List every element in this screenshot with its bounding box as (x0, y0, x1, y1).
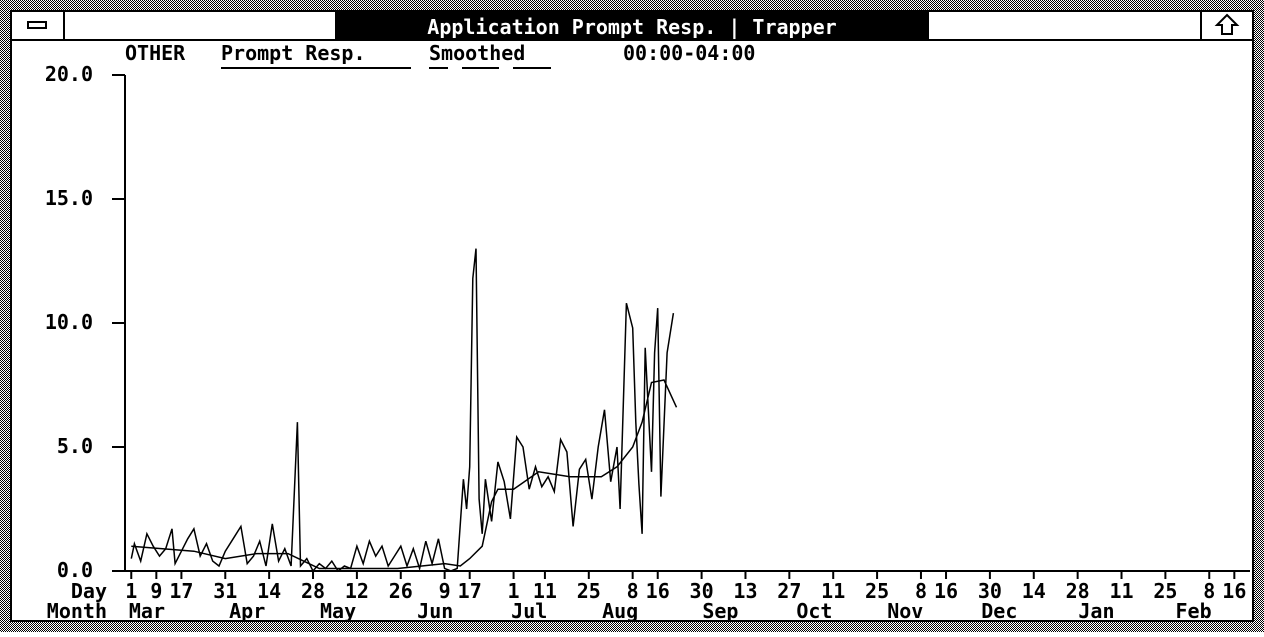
x-tick-label: 26 (389, 579, 413, 603)
x-tick-label: 16 (646, 579, 670, 603)
menu-icon (27, 21, 47, 29)
x-tick-label: 11 (821, 579, 845, 603)
x-tick-label: 25 (577, 579, 601, 603)
month-label: Mar (129, 599, 165, 623)
x-tick-label: 17 (169, 579, 193, 603)
x-tick-label: 16 (934, 579, 958, 603)
x-tick-label: 1 (125, 579, 137, 603)
chart-label: OTHER (125, 41, 186, 65)
legend-entry: Prompt Resp. (221, 41, 366, 65)
x-tick-label: 13 (733, 579, 757, 603)
x-tick-label: 12 (345, 579, 369, 603)
month-label: Aug (602, 599, 638, 623)
month-label: Sep (702, 599, 738, 623)
x-tick-label: 14 (1022, 579, 1046, 603)
x-tick-label: 30 (690, 579, 714, 603)
x-tick-label: 30 (978, 579, 1002, 603)
month-label: Jun (417, 599, 453, 623)
arrow-icon (1214, 13, 1240, 35)
title-highlight (335, 12, 929, 40)
x-tick-label: 9 (150, 579, 162, 603)
x-tick-label: 8 (627, 579, 639, 603)
series-line (131, 379, 678, 570)
month-label: Nov (887, 599, 923, 623)
x-tick-label: 11 (1109, 579, 1133, 603)
x-tick-label: 25 (865, 579, 889, 603)
time-range: 00:00-04:00 (623, 41, 755, 65)
x-tick-label: 1 (508, 579, 520, 603)
x-tick-label: 28 (1066, 579, 1090, 603)
month-label: Dec (981, 599, 1017, 623)
y-tick-label: 20.0 (45, 62, 93, 86)
month-label: Apr (229, 599, 265, 623)
maximize-button[interactable] (1200, 11, 1240, 40)
month-label: Jul (511, 599, 547, 623)
month-label: Oct (796, 599, 832, 623)
x-tick-label: 27 (777, 579, 801, 603)
system-menu-button[interactable] (27, 11, 65, 40)
x-tick-label: 16 (1222, 579, 1246, 603)
x-tick-label: 9 (439, 579, 451, 603)
y-tick-label: 15.0 (45, 186, 93, 210)
x-tick-label: 28 (301, 579, 325, 603)
month-label: May (320, 599, 356, 623)
x-tick-label: 8 (915, 579, 927, 603)
x-tick-label: 31 (213, 579, 237, 603)
series-line (130, 248, 675, 573)
x-tick-label: 17 (458, 579, 482, 603)
y-tick-label: 0.0 (57, 558, 93, 582)
x-tick-label: 25 (1153, 579, 1177, 603)
x-tick-label: 11 (533, 579, 557, 603)
x-row-label: Month (47, 599, 107, 623)
x-tick-label: 8 (1203, 579, 1215, 603)
x-row-label: Day (71, 579, 107, 603)
y-tick-label: 5.0 (57, 434, 93, 458)
y-tick-label: 10.0 (45, 310, 93, 334)
month-label: Jan (1078, 599, 1114, 623)
window-title: Application Prompt Resp. | Trapper (427, 15, 836, 39)
month-label: Feb (1176, 599, 1212, 623)
legend-entry: Smoothed (429, 41, 525, 65)
window-body (10, 10, 1254, 622)
x-tick-label: 14 (257, 579, 281, 603)
